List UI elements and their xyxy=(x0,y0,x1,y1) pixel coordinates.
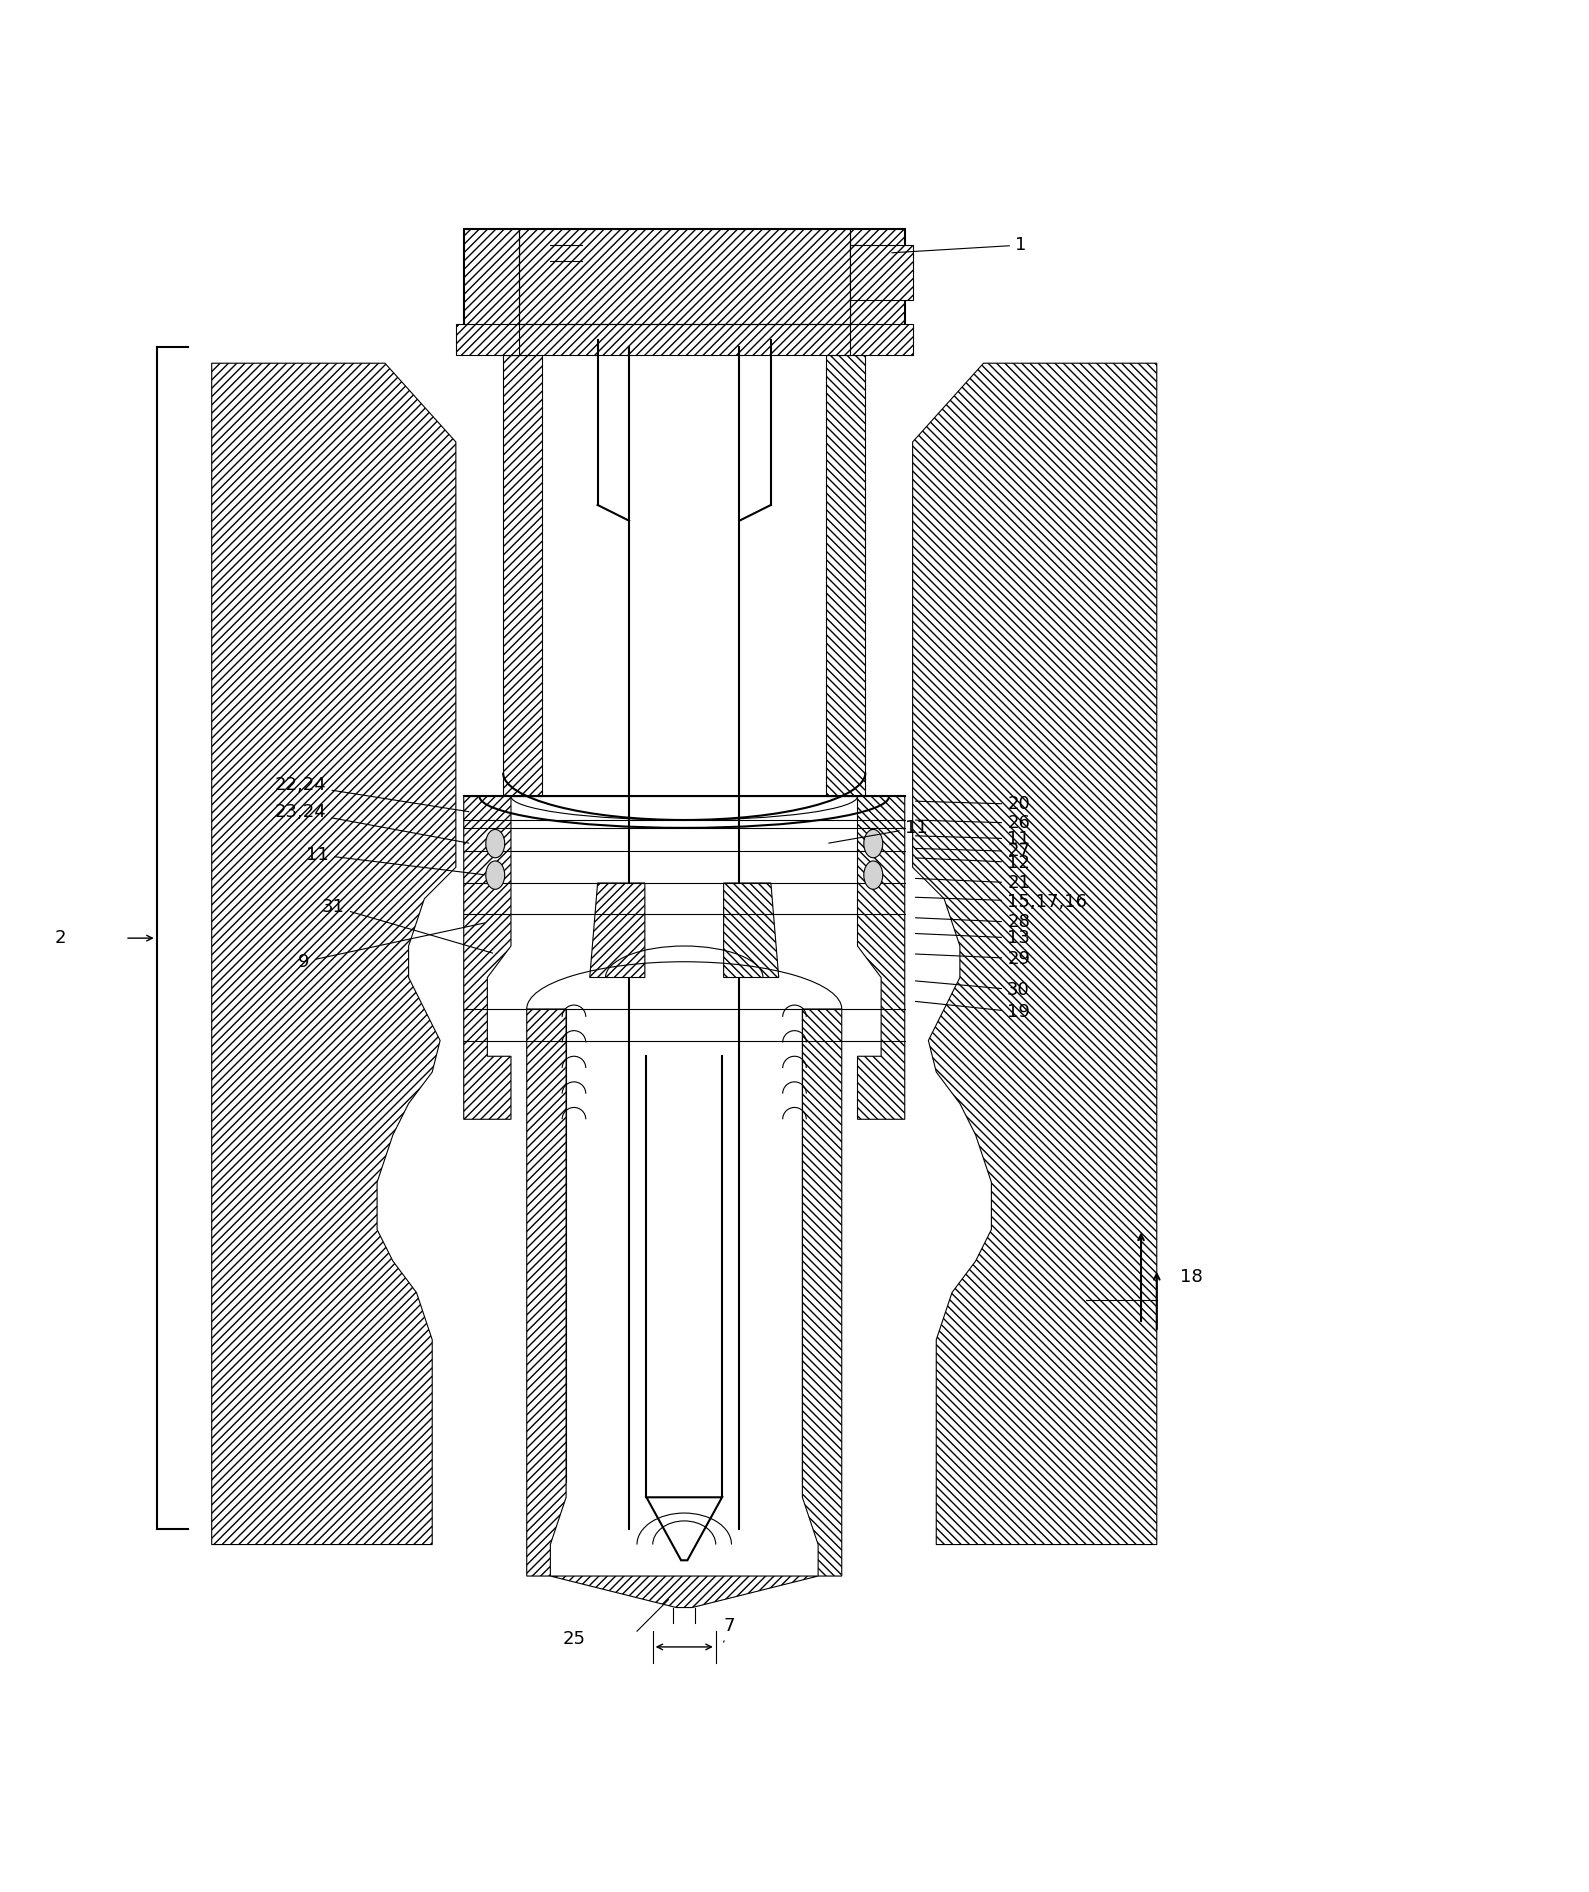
Polygon shape xyxy=(912,363,1157,1544)
Text: 31: 31 xyxy=(323,897,493,954)
Text: 28: 28 xyxy=(915,914,1030,931)
Polygon shape xyxy=(802,1008,842,1576)
Polygon shape xyxy=(826,356,866,797)
Text: 27: 27 xyxy=(915,842,1030,861)
Polygon shape xyxy=(464,797,512,1120)
Text: 25: 25 xyxy=(563,1631,585,1648)
Text: 19: 19 xyxy=(915,1001,1030,1022)
Text: 13: 13 xyxy=(915,929,1030,948)
Text: 1: 1 xyxy=(891,236,1026,254)
Polygon shape xyxy=(850,246,912,301)
Text: 23,24: 23,24 xyxy=(275,802,469,844)
Text: 7: 7 xyxy=(723,1618,736,1642)
Polygon shape xyxy=(526,1008,566,1576)
Text: 11: 11 xyxy=(915,831,1030,848)
Text: 12: 12 xyxy=(915,853,1030,872)
Polygon shape xyxy=(550,1576,818,1608)
Text: 20: 20 xyxy=(915,795,1030,814)
Polygon shape xyxy=(211,363,456,1544)
Text: 15,17,16: 15,17,16 xyxy=(915,893,1087,910)
Polygon shape xyxy=(464,229,904,339)
Polygon shape xyxy=(456,324,912,356)
Ellipse shape xyxy=(864,829,883,857)
Polygon shape xyxy=(858,797,904,1120)
Text: 9: 9 xyxy=(299,923,485,971)
Text: 21: 21 xyxy=(915,874,1030,891)
Text: 29: 29 xyxy=(915,950,1030,967)
Text: 11: 11 xyxy=(829,819,928,844)
Polygon shape xyxy=(723,884,779,978)
Text: 2: 2 xyxy=(54,929,65,948)
Ellipse shape xyxy=(486,829,505,857)
Text: 11: 11 xyxy=(307,846,485,874)
Ellipse shape xyxy=(486,861,505,889)
Polygon shape xyxy=(647,1497,721,1561)
Ellipse shape xyxy=(864,861,883,889)
Text: 22,24: 22,24 xyxy=(275,776,469,812)
Polygon shape xyxy=(504,356,542,797)
Polygon shape xyxy=(590,884,645,978)
Text: 26: 26 xyxy=(915,814,1030,832)
Text: 18: 18 xyxy=(1181,1268,1203,1287)
Text: 30: 30 xyxy=(915,980,1030,999)
